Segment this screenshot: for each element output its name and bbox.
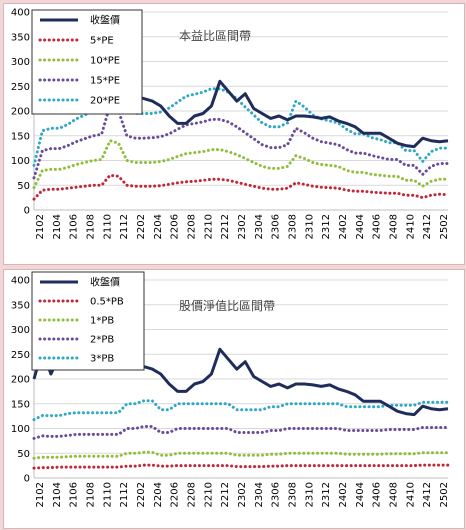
- x-tick-label: 2412: [422, 214, 433, 239]
- x-tick-label: 2210: [203, 482, 214, 507]
- x-tick-label: 2310: [304, 482, 315, 507]
- x-tick-label: 2202: [136, 482, 147, 507]
- legend-label-2: 1*PB: [90, 316, 114, 327]
- x-tick-label: 2202: [136, 214, 147, 239]
- x-tick-label: 2312: [321, 214, 332, 239]
- y-tick-label: 100: [11, 156, 30, 167]
- legend-box: [31, 9, 143, 115]
- y-tick-label: 300: [11, 57, 30, 68]
- legend-label-2: 10*PE: [90, 56, 120, 67]
- x-tick-label: 2410: [405, 482, 416, 507]
- y-tick-label: 0: [24, 206, 30, 217]
- x-tick-label: 2410: [405, 214, 416, 239]
- legend-box: [31, 271, 145, 371]
- x-tick-label: 2402: [338, 214, 349, 239]
- legend-label-1: 0.5*PB: [90, 297, 124, 308]
- legend-label-4: 3*PB: [90, 354, 114, 365]
- x-tick-label: 2212: [220, 214, 231, 239]
- pe-band-chart-panel: 0 50 100 150 200 250 300 350 400 2102 2104 2106 2108…: [3, 3, 465, 265]
- y-tick-label: 350: [11, 32, 30, 43]
- y-tick-label: 200: [11, 107, 30, 118]
- y-tick-label: 50: [17, 449, 30, 460]
- x-tick-label: 2210: [203, 214, 214, 239]
- x-tick-label: 2308: [288, 482, 299, 507]
- x-tick-label: 2406: [372, 482, 383, 507]
- x-tick-label: 2102: [35, 482, 46, 507]
- series-line-4: [32, 399, 450, 422]
- y-tick-label: 150: [11, 399, 30, 410]
- y-tick-label: 400: [11, 276, 30, 287]
- x-tick-label: 2502: [439, 214, 450, 239]
- chart-title: 本益比區間帶: [179, 29, 251, 43]
- x-tick-label: 2206: [170, 482, 181, 507]
- series-line-1: [32, 173, 450, 201]
- x-tick-label: 2312: [321, 482, 332, 507]
- x-tick-label: 2106: [69, 214, 80, 239]
- x-tick-label: 2108: [86, 214, 97, 239]
- pe-band-chart: 0 50 100 150 200 250 300 350 400 2102 2104 2106 2108…: [11, 8, 450, 240]
- y-tick-label: 250: [11, 82, 30, 93]
- x-tick-label: 2308: [288, 214, 299, 239]
- y-tick-label: 50: [17, 181, 30, 192]
- x-tick-label: 2206: [170, 214, 181, 239]
- x-tick-label: 2112: [119, 482, 130, 507]
- legend-label-3: 15*PE: [90, 76, 120, 87]
- x-tick-label: 2412: [422, 482, 433, 507]
- x-tick-label: 2204: [153, 214, 164, 239]
- x-tick-label: 2110: [102, 214, 113, 239]
- x-tick-label: 2406: [372, 214, 383, 239]
- legend-label-1: 5*PE: [90, 36, 114, 47]
- x-tick-label: 2306: [271, 482, 282, 507]
- series-line-3: [32, 102, 450, 180]
- x-tick-label: 2302: [237, 482, 248, 507]
- y-tick-label: 100: [11, 424, 30, 435]
- pb-band-chart: 0 50 100 150 200 250 300 350 400 2102 2104 2106 2108…: [11, 271, 450, 507]
- x-tick-label: 2502: [439, 482, 450, 507]
- series-line-3: [32, 425, 450, 440]
- series-line-1: [32, 463, 450, 470]
- x-tick-label: 2112: [119, 214, 130, 239]
- x-tick-label: 2408: [389, 482, 400, 507]
- x-tick-label: 2104: [52, 482, 63, 507]
- series-line-2: [32, 138, 450, 190]
- x-tick-label: 2304: [254, 214, 265, 239]
- x-tick-label: 2402: [338, 482, 349, 507]
- x-tick-label: 2306: [271, 214, 282, 239]
- legend-label-0: 收盤價: [90, 276, 120, 289]
- x-tick-label: 2408: [389, 214, 400, 239]
- legend-label-0: 收盤價: [90, 14, 120, 27]
- x-tick-label: 2204: [153, 482, 164, 507]
- x-tick-label: 2102: [35, 214, 46, 239]
- x-tick-label: 2104: [52, 214, 63, 239]
- x-tick-label: 2404: [355, 214, 366, 239]
- chart-title: 股價淨值比區間帶: [179, 298, 275, 313]
- series-line-2: [32, 450, 450, 460]
- y-tick-label: 400: [11, 8, 30, 19]
- x-tick-label: 2110: [102, 482, 113, 507]
- x-tick-label: 2212: [220, 482, 231, 507]
- y-tick-label: 300: [11, 325, 30, 336]
- legend-label-4: 20*PE: [90, 96, 120, 107]
- legend-label-3: 2*PB: [90, 335, 114, 346]
- x-tick-label: 2108: [86, 482, 97, 507]
- y-tick-label: 0: [24, 474, 30, 485]
- y-tick-label: 150: [11, 131, 30, 142]
- x-tick-label: 2208: [187, 214, 198, 239]
- y-tick-label: 250: [11, 350, 30, 361]
- x-tick-label: 2106: [69, 482, 80, 507]
- x-tick-label: 2310: [304, 214, 315, 239]
- x-tick-label: 2304: [254, 482, 265, 507]
- x-tick-label: 2302: [237, 214, 248, 239]
- pb-band-chart-panel: 0 50 100 150 200 250 300 350 400 2102 2104 2106 2108…: [3, 269, 465, 529]
- y-tick-label: 200: [11, 375, 30, 386]
- x-tick-label: 2404: [355, 482, 366, 507]
- x-tick-label: 2208: [187, 482, 198, 507]
- y-tick-label: 350: [11, 300, 30, 311]
